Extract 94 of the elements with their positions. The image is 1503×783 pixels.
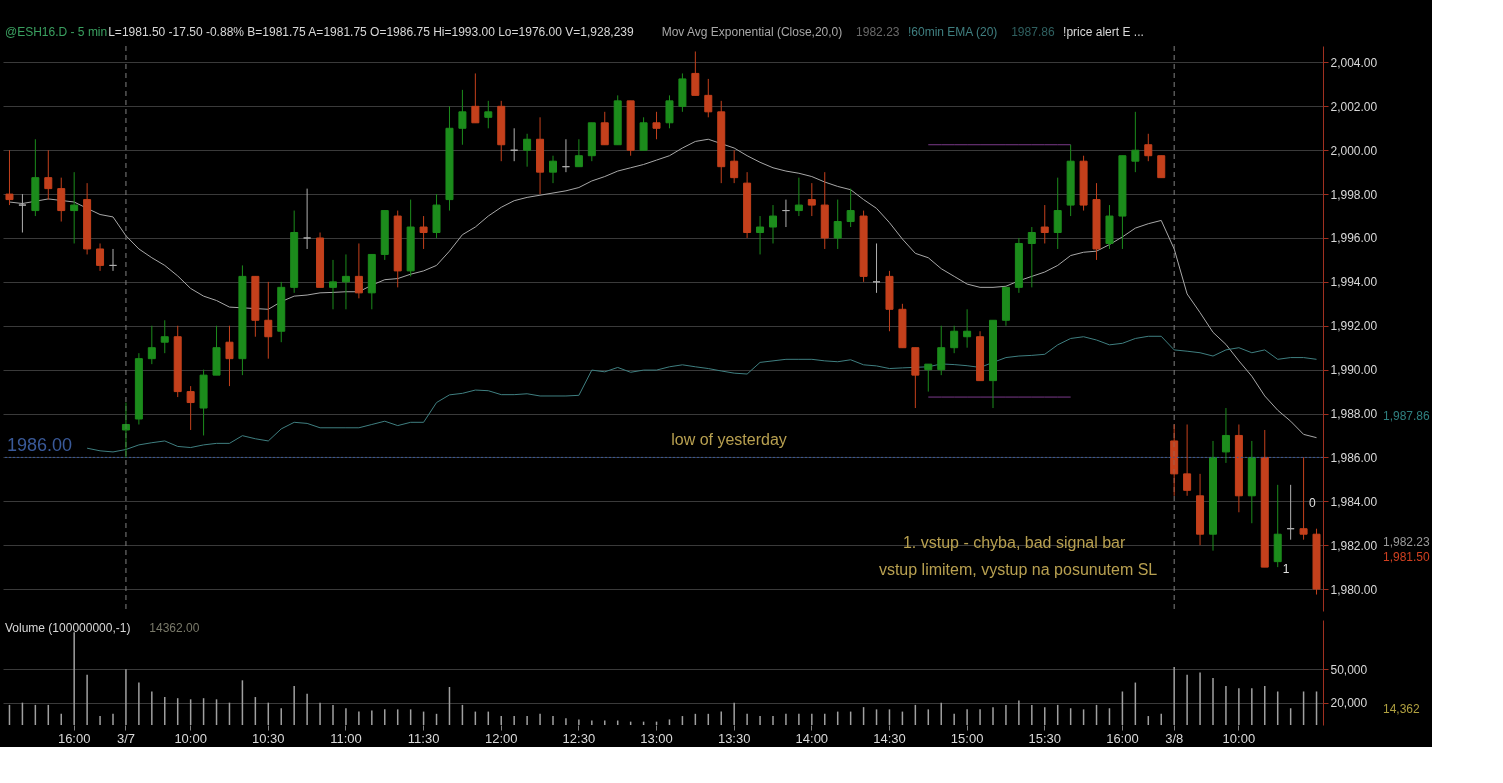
x-tick-label: 12:30: [562, 730, 596, 746]
text: Mov Avg Exponential (Close,20,0): [661, 25, 843, 39]
y-tick-label: 1,992.00: [1330, 319, 1378, 334]
x-tick-label: 13:30: [717, 730, 751, 746]
candlestick: [639, 116, 648, 151]
y-tick-label: 2,004.00: [1330, 55, 1378, 70]
candlestick: [1040, 204, 1049, 244]
candlestick: [691, 50, 700, 96]
candlestick: [807, 182, 816, 217]
y-tick-label: 1,980.00: [1330, 582, 1378, 597]
annotation: vstup limitem, vystup na posunutem SL: [878, 560, 1158, 578]
line-series: [86, 335, 1318, 453]
candlestick: [846, 188, 855, 228]
text: 1987.86: [1011, 25, 1055, 39]
x-tick-label: 11:00: [330, 730, 362, 746]
ref-line-label: 1986.00: [7, 435, 73, 456]
x-tick-label: 16:00: [1106, 730, 1139, 746]
x-tick-label: 11:30: [407, 730, 440, 746]
annotation: 1: [1282, 562, 1290, 577]
candlestick: [212, 325, 221, 376]
x-tick-label: 15:30: [1028, 730, 1062, 746]
candlestick: [1299, 456, 1308, 541]
x-tick-label: 15:00: [950, 730, 984, 746]
candlestick: [1105, 204, 1114, 250]
candlestick: [1092, 182, 1101, 261]
candlestick: [5, 149, 14, 206]
candlestick: [471, 72, 480, 124]
text: 1982.23: [856, 25, 900, 39]
x-tick-label: 13:00: [640, 730, 673, 746]
x-tick-label: 3/8: [1165, 730, 1184, 746]
x-tick-label: 10:00: [174, 730, 207, 746]
x-tick-label: 14:00: [795, 730, 829, 746]
candlestick: [445, 105, 454, 212]
candlestick: [432, 193, 441, 239]
candlestick: [665, 94, 674, 129]
y-tick-label: 2,002.00: [1330, 99, 1378, 114]
candlestick: [238, 264, 247, 376]
annotation: 1. vstup - chyba, bad signal bar: [902, 534, 1126, 552]
annotation: 0: [1309, 495, 1317, 510]
candlestick: [820, 171, 829, 250]
y-tick-label: 1,998.00: [1330, 187, 1378, 202]
y-tick-label: 1,984.00: [1330, 494, 1378, 509]
candlestick: [1066, 144, 1075, 217]
candlestick: [251, 275, 260, 338]
candlestick: [1118, 155, 1127, 250]
candlestick: [419, 215, 428, 250]
candlestick: [458, 89, 467, 146]
y-tick-label: 1,986.00: [1330, 450, 1378, 465]
y-tick-label: 1,990.00: [1330, 363, 1378, 378]
y-tick-label: 1,988.00: [1330, 407, 1378, 422]
candlestick: [885, 270, 894, 332]
candlestick: [1079, 155, 1088, 212]
text: !price alert E ...: [1063, 25, 1144, 39]
y-tick-label: 2,000.00: [1330, 143, 1378, 158]
candlestick: [626, 100, 635, 157]
x-tick-label: 10:30: [252, 730, 285, 746]
chart-title: Volume (100000000,-1): [5, 621, 131, 635]
x-tick-label: 10:00: [1222, 730, 1256, 746]
candlestick: [70, 171, 79, 244]
annotation: low of yesterday: [671, 430, 787, 448]
candlestick: [898, 303, 907, 349]
y-tick-label: 1,994.00: [1330, 275, 1378, 290]
text: 14,362: [1383, 702, 1421, 717]
candlestick: [1131, 111, 1140, 173]
candlestick: [1170, 424, 1179, 497]
y-tick-label: 20,000: [1330, 696, 1368, 711]
candlestick: [484, 100, 493, 129]
candlestick: [859, 210, 868, 283]
candlestick: [160, 319, 169, 354]
x-tick-label: 14:30: [873, 730, 906, 746]
y-tick-label: 1,982.00: [1330, 538, 1378, 553]
candlestick: [406, 199, 415, 277]
annotation: 14362.00: [149, 621, 200, 635]
x-tick-label: 16:00: [57, 730, 91, 746]
y-tick-label: 50,000: [1330, 662, 1368, 677]
candlestick: [186, 385, 195, 431]
chart-subtitle: L=1981.50 -17.50 -0.88% B=1981.75 A=1981.75 O=1986.75 Hi=1993.00 Lo=1976.00 V=1,928,239: [108, 25, 634, 39]
x-tick-label: 3/7: [116, 730, 135, 746]
text: 1,981.50: [1383, 550, 1431, 565]
y-tick-label: 1,996.00: [1330, 231, 1378, 246]
candlestick: [652, 111, 661, 140]
chart-title: @ESH16.D - 5 min: [5, 25, 108, 39]
candlestick: [225, 325, 234, 387]
candlestick: [31, 138, 40, 217]
candlestick: [1312, 528, 1321, 596]
text: 1,982.23: [1383, 535, 1431, 550]
x-tick-label: 12:00: [484, 730, 518, 746]
candlestick: [678, 72, 687, 113]
candlestick: [1157, 155, 1166, 179]
text: 1,987.86: [1383, 409, 1431, 424]
candlestick: [833, 199, 842, 250]
candlestick: [911, 347, 920, 409]
text: !60min EMA (20): [908, 25, 998, 39]
candlestick: [199, 369, 208, 436]
